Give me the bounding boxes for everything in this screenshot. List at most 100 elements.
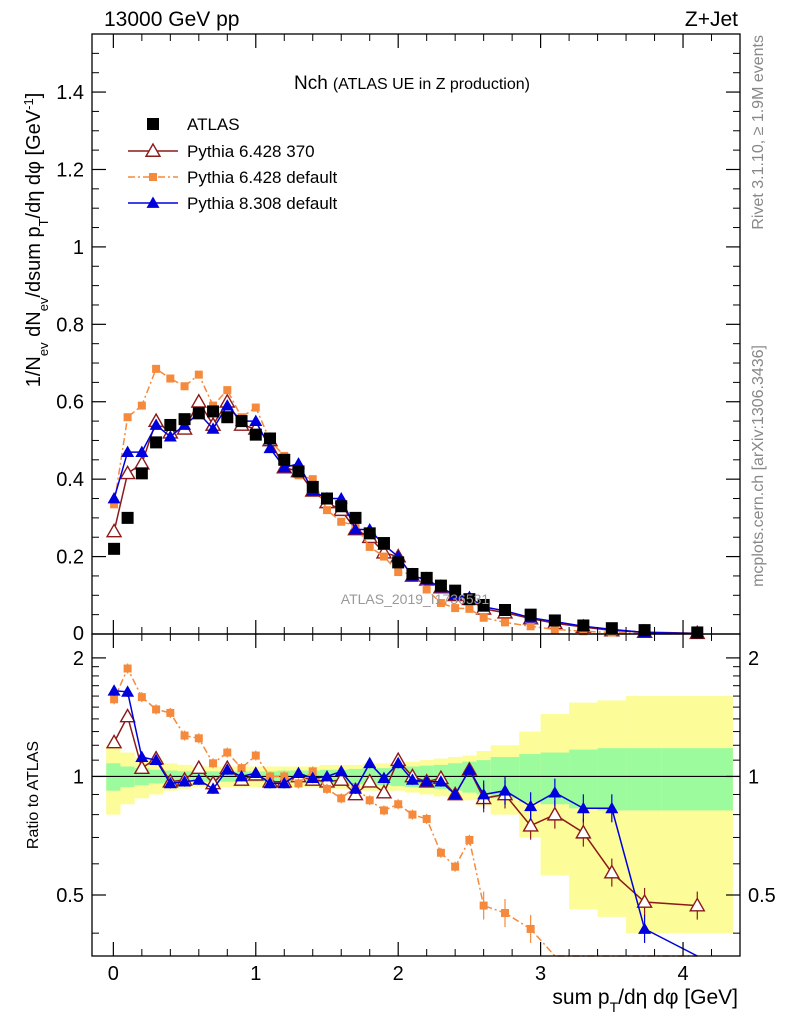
ratio-y-tick-label-right: 0.5: [748, 885, 776, 907]
point-atlas: [278, 453, 291, 466]
point-pythia-6-428-default: [451, 604, 460, 613]
point-atlas: [420, 571, 433, 584]
stat-band: [476, 760, 491, 795]
ratio-point-pythia-8-308-default: [163, 776, 177, 789]
ratio-point-pythia-6-428-370: [603, 864, 621, 879]
ratio-point-pythia-8-308-default: [576, 801, 590, 814]
point-pythia-8-308-default: [348, 522, 362, 535]
ratio-panel: 0.5 0.51 12 20 1 2 3 4 Ratio to ATLAS sum pT/dη…: [25, 633, 776, 1015]
ratio-point-pythia-6-428-default: [408, 810, 417, 819]
point-pythia-8-308-default: [249, 414, 263, 426]
ratio-point-pythia-8-308-default: [348, 782, 362, 794]
ratio-point-pythia-6-428-default: [379, 806, 388, 815]
ratio-point-pythia-8-308-default: [263, 776, 277, 789]
ratio-point-pythia-6-428-default: [365, 796, 374, 805]
point-pythia-6-428-default: [379, 552, 388, 561]
ratio-point-pythia-6-428-370: [119, 708, 136, 723]
point-pythia-8-308-default: [220, 399, 234, 411]
series-line-pythia-8-308-default: [113, 404, 698, 635]
ratio-point-pythia-8-308-default: [135, 750, 149, 762]
point-pythia-6-428-default: [501, 618, 510, 627]
point-pythia-6-428-default: [550, 625, 559, 634]
point-pythia-6-428-default: [394, 568, 403, 577]
point-atlas: [249, 428, 262, 441]
ratio-point-pythia-8-308-default: [192, 773, 206, 785]
ratio-point-pythia-6-428-370: [133, 759, 151, 775]
ratio-point-pythia-8-308-default: [377, 771, 391, 784]
ratio-point-pythia-6-428-default: [422, 814, 431, 823]
ratio-point-pythia-8-308-default: [306, 771, 320, 784]
main-y-tick-label: 1.2: [56, 159, 84, 181]
point-pythia-8-308-default: [206, 422, 220, 434]
point-atlas: [477, 598, 490, 611]
ratio-line-pythia-6-428-default: [113, 666, 698, 957]
ratio-point-pythia-6-428-default: [194, 734, 203, 743]
ratio-point-pythia-6-428-370: [522, 817, 539, 832]
ratio-point-pythia-6-428-default: [152, 705, 161, 714]
legend-marker: [144, 142, 162, 157]
ratio-frame: [91, 633, 741, 957]
main-marks: [105, 364, 706, 640]
ratio-point-pythia-8-308-default: [149, 753, 163, 766]
point-atlas: [335, 500, 348, 513]
ratio-axes: 0.5 0.5 1 1 2 2 0 1 2 3 4: [56, 634, 776, 985]
ratio-point-pythia-6-428-default: [394, 800, 403, 809]
main-y-tick-label: 0.6: [56, 392, 84, 414]
point-atlas: [638, 624, 651, 637]
ratio-point-pythia-6-428-default: [251, 751, 260, 760]
ratio-point-pythia-8-308-default: [121, 685, 135, 697]
ratio-point-pythia-6-428-default: [526, 924, 535, 933]
ratio-y-tick-label: 1: [73, 766, 84, 788]
ratio-point-pythia-8-308-default: [363, 756, 377, 769]
point-pythia-8-308-default: [277, 461, 291, 473]
ratio-point-pythia-6-428-default: [308, 767, 317, 776]
ratio-y-tick-label: 2: [73, 648, 84, 670]
ratio-point-pythia-6-428-370: [689, 897, 706, 912]
ratio-point-pythia-8-308-default: [605, 801, 619, 814]
point-pythia-6-428-default: [526, 622, 535, 631]
ratio-point-pythia-8-308-default: [548, 786, 562, 798]
legend-marker: [149, 173, 157, 181]
ratio-point-pythia-8-308-default: [434, 775, 448, 787]
ratio-point-pythia-8-308-default: [206, 782, 220, 794]
point-pythia-6-428-default: [422, 585, 431, 594]
point-pythia-6-428-default: [110, 500, 119, 509]
x-tick-label: 4: [677, 963, 688, 985]
ratio-point-pythia-6-428-370: [105, 734, 123, 749]
ratio-point-pythia-8-308-default: [405, 773, 419, 785]
collision-label: 13000 GeV pp: [104, 8, 239, 31]
x-tick-label: 3: [535, 963, 546, 985]
ratio-marks: [105, 663, 706, 957]
point-atlas: [463, 593, 476, 606]
ratio-point-pythia-6-428-default: [501, 909, 510, 918]
point-pythia-8-308-default: [121, 445, 135, 457]
point-atlas: [577, 619, 590, 632]
main-y-tick-label: 0.4: [56, 469, 84, 491]
ratio-point-pythia-6-428-default: [237, 764, 246, 773]
point-pythia-6-428-370: [105, 523, 123, 538]
main-y-tick-label: 1: [73, 237, 84, 259]
point-atlas: [524, 608, 537, 621]
ratio-line-pythia-8-308-default: [114, 690, 698, 957]
process-label: Z+Jet: [685, 8, 738, 31]
point-pythia-6-428-default: [152, 364, 161, 373]
ratio-point-pythia-6-428-default: [451, 862, 460, 871]
stat-band: [626, 748, 662, 811]
point-atlas: [178, 413, 191, 426]
stat-band: [661, 748, 733, 811]
point-atlas: [691, 626, 704, 639]
ratio-point-pythia-6-428-default: [223, 748, 232, 757]
main-y-tick-label: 1.4: [56, 82, 84, 104]
point-atlas: [164, 418, 177, 431]
point-atlas: [349, 511, 362, 524]
point-pythia-6-428-default: [322, 506, 331, 515]
point-atlas: [392, 556, 405, 569]
point-pythia-6-428-default: [337, 517, 346, 526]
ratio-point-pythia-6-428-370: [190, 759, 208, 775]
ratio-point-pythia-6-428-default: [209, 759, 218, 768]
point-pythia-6-428-default: [479, 613, 488, 622]
ratio-point-pythia-6-428-370: [333, 771, 350, 786]
legend-label: Pythia 6.428 370: [187, 142, 315, 161]
ratio-point-pythia-6-428-default: [123, 664, 132, 673]
